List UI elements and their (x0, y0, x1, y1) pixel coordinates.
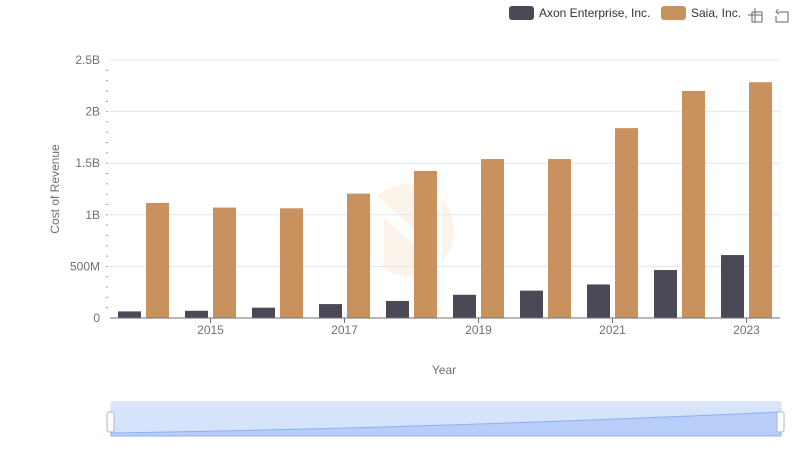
legend-item-axon[interactable]: Axon Enterprise, Inc. (509, 6, 650, 20)
bar-saia-2016[interactable] (280, 208, 303, 318)
y-axis-title: Cost of Revenue (48, 144, 62, 234)
x-tick-label: 2017 (331, 323, 358, 337)
bar-axon-2017[interactable] (319, 304, 342, 318)
slider-handle-right[interactable] (776, 411, 785, 433)
y-tick-label: 500M (70, 259, 100, 273)
data-zoom-slider[interactable] (106, 401, 785, 437)
legend-swatch-saia (661, 6, 686, 20)
grid-lines (110, 59, 780, 267)
legend-swatch-axon (509, 6, 534, 20)
legend-item-saia[interactable]: Saia, Inc. (661, 6, 741, 20)
slider-area (110, 411, 782, 437)
legend-label-axon: Axon Enterprise, Inc. (539, 6, 650, 20)
bar-saia-2019[interactable] (481, 159, 504, 318)
y-tick-label: 2B (85, 105, 100, 119)
legend-label-saia: Saia, Inc. (691, 6, 741, 20)
bar-saia-2018[interactable] (414, 170, 437, 318)
bar-saia-2021[interactable] (615, 128, 638, 318)
y-tick-label: 1.5B (75, 156, 100, 170)
slider-handle-left[interactable] (106, 411, 115, 433)
y-tick-label: 2.5B (75, 53, 100, 67)
watermark-logo (362, 184, 454, 276)
bar-saia-2020[interactable] (548, 159, 571, 318)
bar-axon-2020[interactable] (520, 290, 543, 318)
x-tick-label: 2023 (733, 323, 760, 337)
slider-top-bar[interactable] (111, 401, 781, 408)
reset-icon[interactable] (775, 8, 789, 23)
slider-selection[interactable] (111, 408, 781, 436)
bar-saia-2015[interactable] (213, 207, 236, 318)
y-tick-label: 1B (85, 208, 100, 222)
bar-axon-2019[interactable] (453, 294, 476, 318)
bar-axon-2016[interactable] (252, 307, 275, 318)
y-axis-ticks: 0 500M 1B 1.5B 2B 2.5B (70, 53, 100, 325)
y-minor-ticks (106, 69, 108, 309)
bar-saia-2014[interactable] (146, 202, 169, 318)
x-tick-label: 2021 (599, 323, 626, 337)
bar-axon-2014[interactable] (118, 311, 141, 318)
y-tick-label: 0 (93, 311, 100, 325)
bar-axon-2021[interactable] (587, 284, 610, 318)
bar-axon-2018[interactable] (386, 300, 409, 318)
x-axis-title: Year (432, 363, 456, 377)
x-tick-label: 2015 (197, 323, 224, 337)
legend: Axon Enterprise, Inc. Saia, Inc. (509, 6, 741, 20)
x-axis-ticks: 2015 2017 2019 2021 2023 (197, 318, 760, 337)
bars (118, 82, 772, 319)
zoom-icon[interactable] (748, 8, 763, 23)
bar-axon-2022[interactable] (654, 270, 677, 318)
bar-saia-2022[interactable] (682, 90, 705, 319)
bar-saia-2017[interactable] (347, 193, 370, 318)
bar-axon-2015[interactable] (185, 310, 208, 318)
x-tick-label: 2019 (465, 323, 492, 337)
bar-saia-2023[interactable] (749, 82, 772, 318)
bar-axon-2023[interactable] (721, 255, 744, 318)
